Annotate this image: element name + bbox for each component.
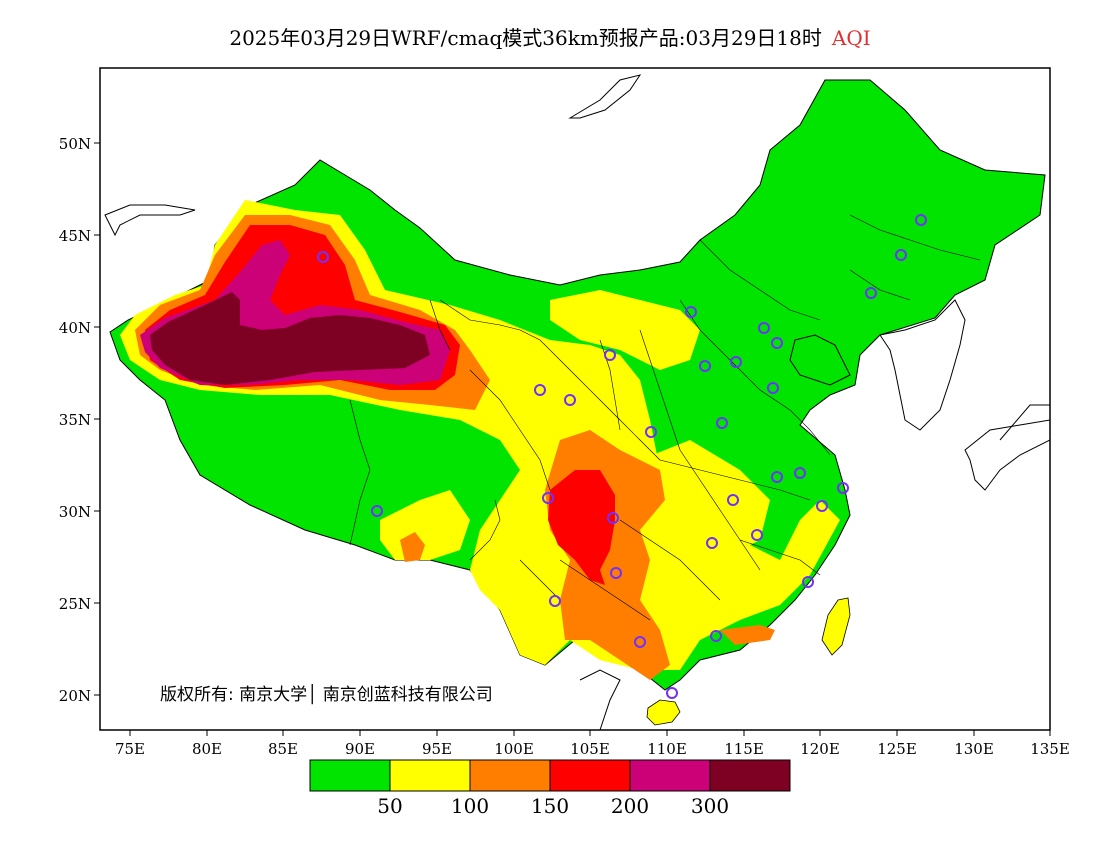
unhealthy-zone-sichuan — [548, 470, 615, 585]
legend-label: 200 — [611, 794, 649, 818]
lon-tick-label: 110E — [647, 740, 687, 758]
usg-zone-small — [400, 532, 425, 562]
lon-tick-label: 120E — [800, 740, 840, 758]
legend-swatch-very-unhealthy — [629, 759, 711, 792]
legend-label: 50 — [377, 794, 402, 818]
lon-tick-label: 85E — [268, 740, 298, 758]
lon-tick-label: 130E — [954, 740, 994, 758]
legend-label: 150 — [531, 794, 569, 818]
lat-axis — [94, 142, 100, 696]
map-layers — [104, 74, 1050, 730]
taiwan-landmass — [821, 597, 851, 656]
moderate-zone-north — [550, 290, 700, 370]
lon-tick-label: 80E — [192, 740, 222, 758]
legend-swatch-hazardous — [709, 759, 791, 792]
lat-tick-label: 35N — [59, 411, 91, 429]
lon-tick-label: 90E — [345, 740, 375, 758]
lon-axis — [129, 730, 1051, 736]
legend-swatch-usg — [469, 759, 551, 792]
legend-label: 300 — [691, 794, 729, 818]
lon-tick-label: 105E — [570, 740, 610, 758]
station-markers — [317, 214, 927, 699]
moderate-zone-hainan — [646, 699, 681, 726]
map-title: 2025年03月29日WRF/cmaq模式36km预报产品:03月29日18时 A… — [0, 22, 1100, 51]
korea-peninsula-outline — [879, 299, 966, 431]
lon-tick-label: 135E — [1030, 740, 1070, 758]
legend-swatch-moderate — [389, 759, 471, 792]
province-boundaries — [349, 214, 981, 621]
lon-tick-label: 95E — [422, 740, 452, 758]
title-main: 2025年03月29日WRF/cmaq模式36km预报产品:03月29日18时 — [229, 26, 822, 50]
lon-tick-label: 75E — [115, 740, 145, 758]
copyright-notice: 版权所有: 南京大学│ 南京创蓝科技有限公司 — [160, 685, 493, 705]
lon-tick-label: 115E — [724, 740, 764, 758]
legend-label: 100 — [451, 794, 489, 818]
lat-tick-label: 50N — [59, 135, 91, 153]
lon-tick-label: 125E — [877, 740, 917, 758]
legend-swatch-good — [309, 759, 391, 792]
japan-islands-outline — [999, 404, 1050, 441]
legend-labels: 50 100 150 200 300 — [377, 794, 729, 818]
lat-tick-label: 25N — [59, 595, 91, 613]
title-variable: AQI — [831, 26, 871, 50]
lat-tick-label: 30N — [59, 503, 91, 521]
lat-tick-label: 45N — [59, 227, 91, 245]
bay-outline — [789, 334, 851, 386]
lat-tick-labels: 50N 45N 40N 35N 30N 25N 20N — [59, 135, 91, 705]
map-frame — [99, 67, 1051, 731]
lat-tick-label: 20N — [59, 687, 91, 705]
hazardous-zone — [150, 292, 430, 385]
caspian-outline — [104, 204, 196, 237]
indochina-outline — [579, 669, 621, 730]
usg-zone-coastal — [720, 625, 775, 645]
legend-colorbar — [309, 759, 791, 792]
lon-tick-label: 100E — [494, 740, 534, 758]
legend-swatch-unhealthy — [549, 759, 631, 792]
lon-tick-labels: 75E 80E 85E 90E 95E 100E 105E 110E 115E … — [115, 740, 1070, 758]
moderate-zone-central — [640, 440, 770, 560]
lat-tick-label: 40N — [59, 319, 91, 337]
russia-lake-outline — [568, 74, 642, 119]
japan-outline — [964, 419, 1050, 491]
